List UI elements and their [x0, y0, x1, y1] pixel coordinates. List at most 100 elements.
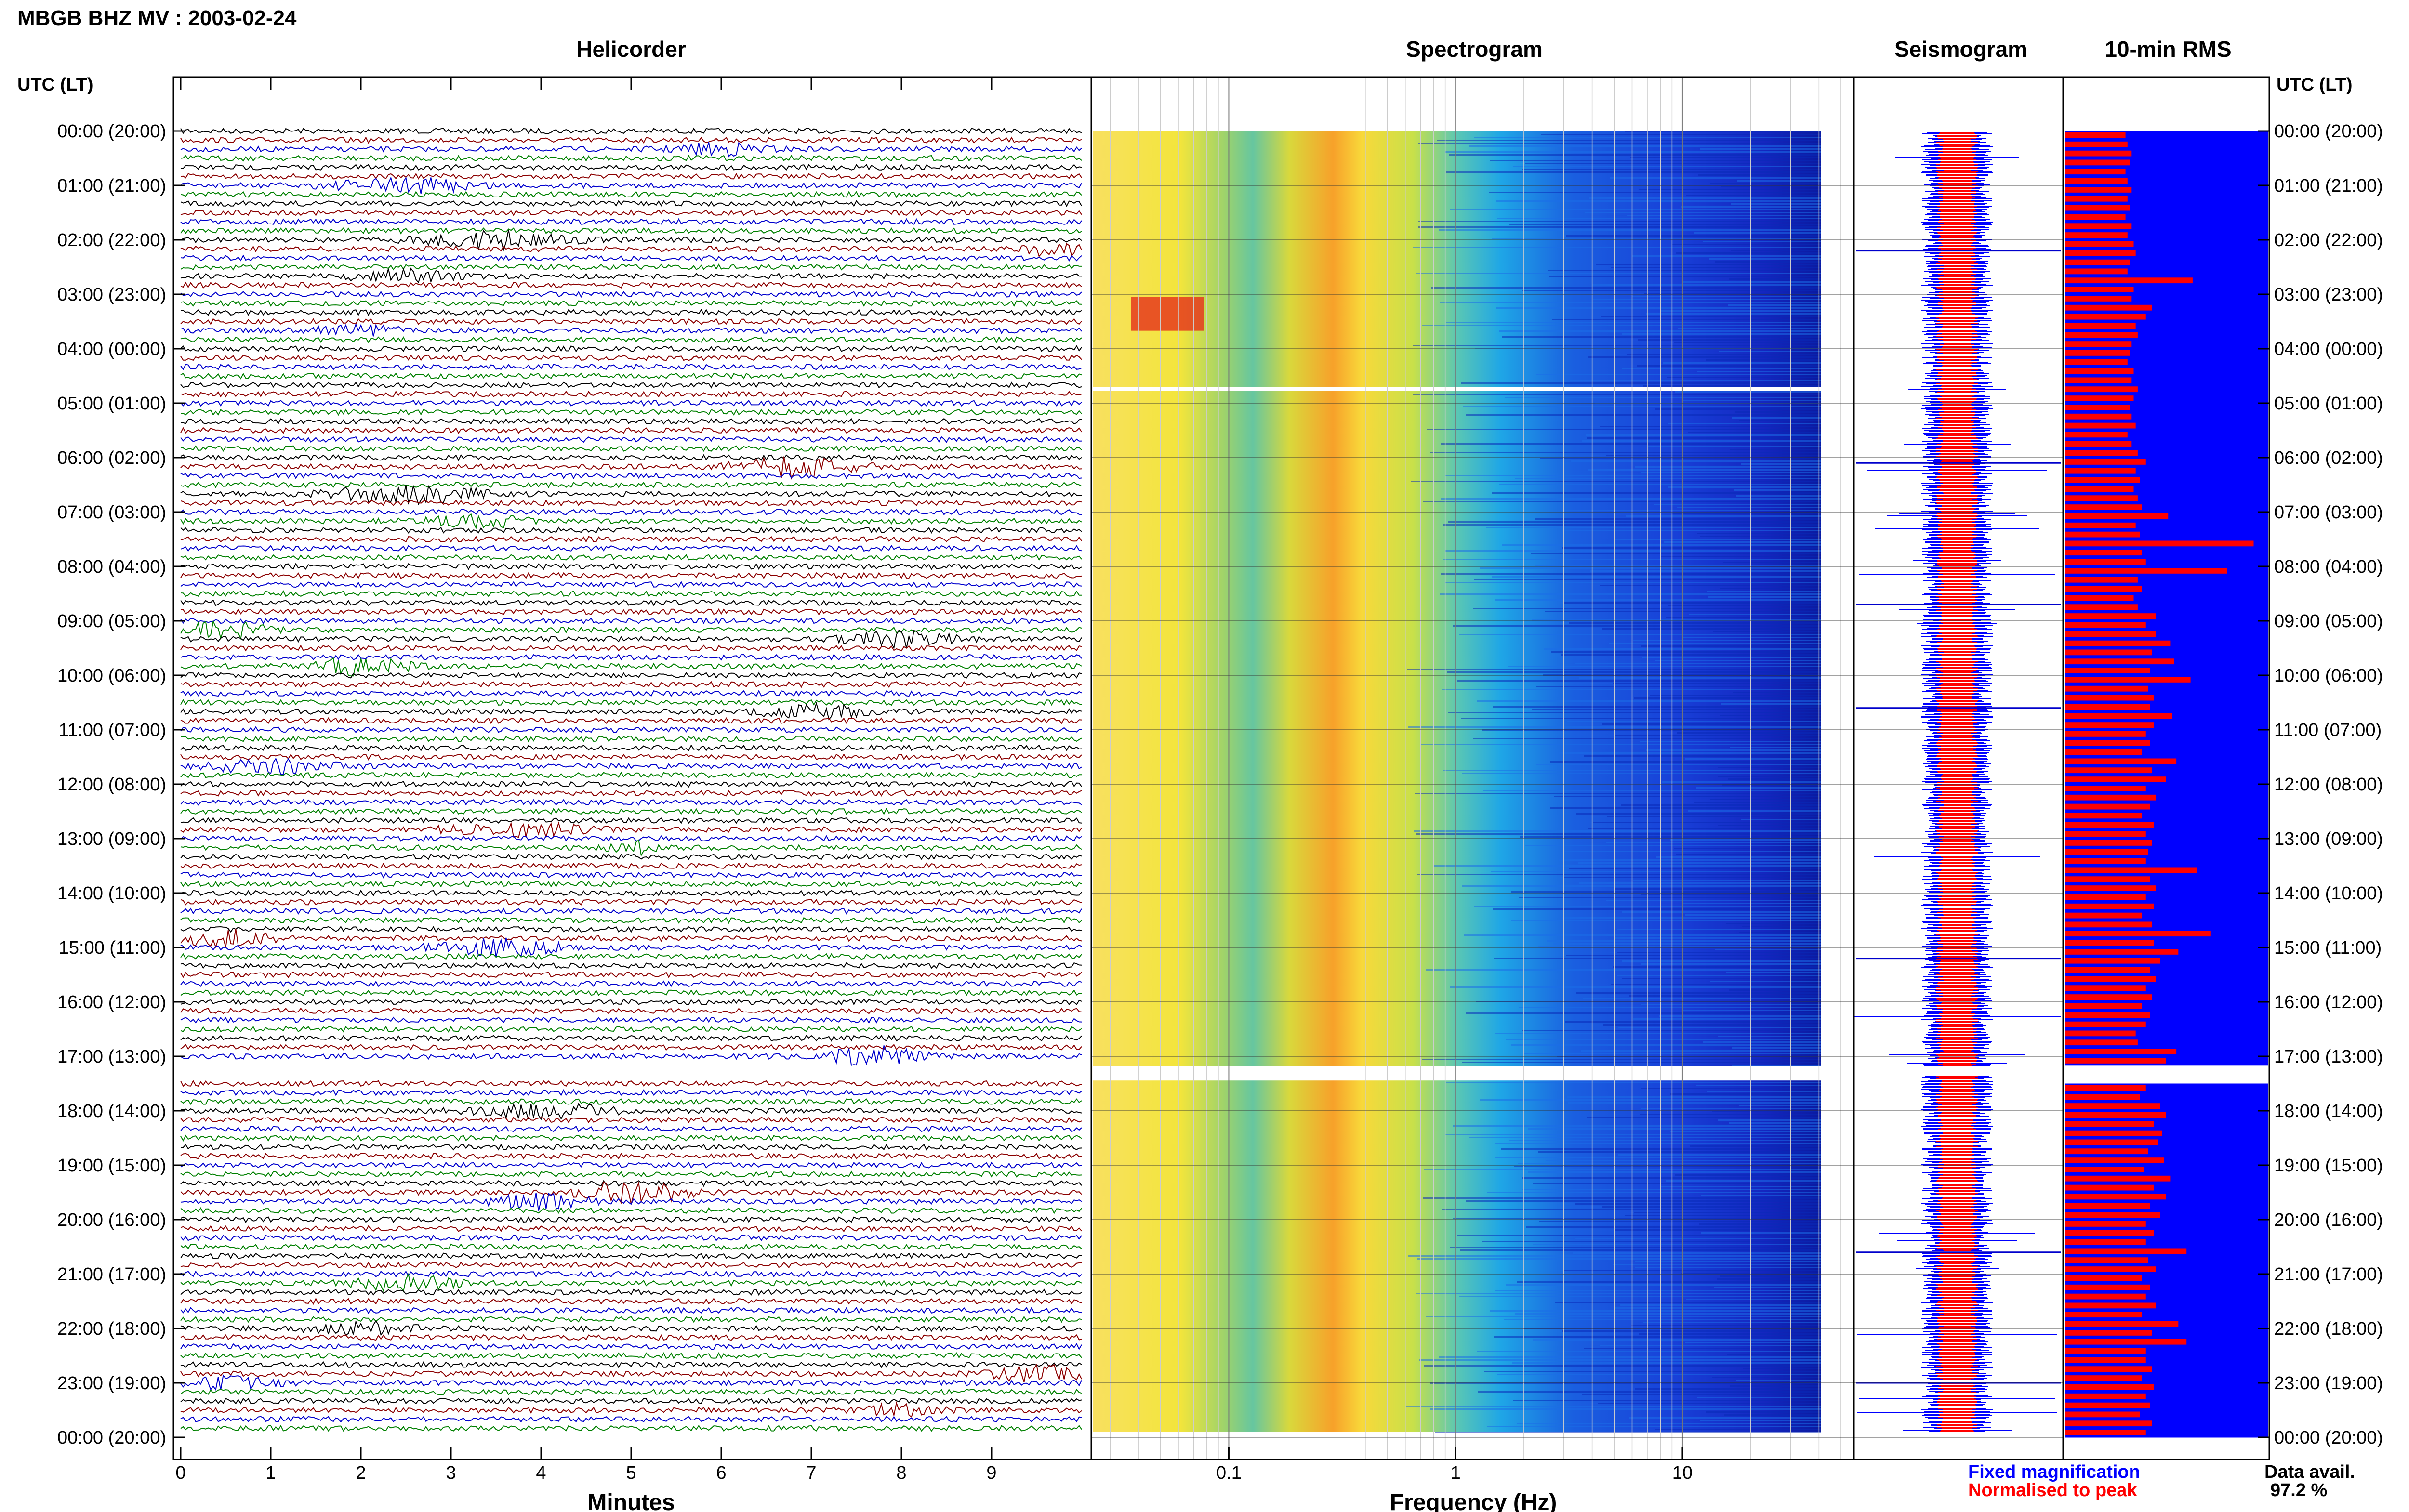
rms-normalised-bar: [2065, 640, 2171, 646]
spectrogram-streak: [1526, 1226, 1821, 1228]
spectrogram-streak: [1433, 865, 1821, 867]
seismogram-panel: [1853, 131, 2061, 1432]
spectrogram-streak: [1453, 1125, 1821, 1127]
spectrogram-streak: [1633, 1018, 1821, 1020]
spectrogram-streak: [1589, 197, 1821, 199]
helicorder-trace: [180, 309, 1082, 316]
rms-normalised-bar: [2065, 1384, 2154, 1390]
helicorder-trace: [180, 1252, 1082, 1260]
spectrogram-streak: [1681, 1273, 1821, 1274]
spectrogram-streak: [1565, 1021, 1821, 1023]
helicorder-trace: [180, 200, 1082, 208]
helicorder-trace: [180, 436, 1082, 443]
rms-normalised-bar: [2065, 1157, 2164, 1163]
spectrogram-streak: [1739, 932, 1821, 933]
spectrogram-streak: [1492, 238, 1821, 239]
rms-normalised-bar: [2065, 377, 2132, 383]
spectrogram-streak: [1655, 408, 1821, 410]
helicorder-trace: [180, 418, 1082, 425]
helicorder-title: Helicorder: [576, 37, 686, 62]
helicorder-trace: [180, 953, 1082, 960]
rms-normalised-bar: [2065, 568, 2227, 574]
spectrogram-streak: [1515, 478, 1821, 479]
spectrogram-streak: [1675, 391, 1821, 393]
spectrogram-streak: [1640, 741, 1821, 742]
spectrogram-streak: [1496, 200, 1821, 202]
hour-label-left: 13:00 (09:00): [57, 829, 166, 849]
rms-normalised-bar: [2065, 304, 2152, 311]
spectrogram-streak: [1422, 325, 1821, 326]
spectrogram-streak: [1643, 1322, 1821, 1323]
spectrogram-streak: [1525, 163, 1821, 164]
helicorder-trace: [180, 654, 1082, 661]
spectrogram-streak: [1731, 203, 1821, 205]
spectrogram-streak: [1697, 1397, 1821, 1398]
spectrogram-streak: [1643, 385, 1821, 387]
rms-normalised-bar: [2065, 196, 2128, 202]
helicorder-trace: [180, 619, 1082, 640]
spectrogram-streak: [1710, 799, 1821, 800]
spectrogram-streak: [1699, 1223, 1821, 1225]
helicorder-trace: [180, 526, 1082, 534]
rms-normalised-bar: [2065, 649, 2152, 656]
page-title: MBGB BHZ MV : 2003-02-24: [17, 6, 297, 30]
spectrogram-streak: [1515, 1313, 1821, 1315]
helicorder-trace: [180, 1374, 1082, 1391]
spectrogram-streak: [1477, 1351, 1821, 1352]
helicorder-trace: [180, 1315, 1082, 1323]
rms-normalised-bar: [2065, 577, 2138, 583]
spectrogram-streak: [1426, 1316, 1821, 1317]
rms-normalised-bar: [2065, 1284, 2150, 1290]
spectrogram-streak: [1600, 426, 1821, 427]
spectrogram-streak: [1696, 787, 1821, 789]
spectrogram-streak: [1593, 299, 1821, 300]
spectrogram-streak: [1546, 1160, 1821, 1161]
spectrogram-streak: [1459, 1296, 1821, 1297]
helicorder-trace: [180, 937, 1082, 958]
spectrogram-streak: [1539, 1221, 1821, 1222]
helicorder-trace: [180, 962, 1082, 969]
spectrogram-streak: [1531, 553, 1821, 554]
spectrogram-streak: [1724, 1414, 1821, 1416]
spectrogram-streak: [1603, 1024, 1821, 1026]
spectrogram-streak: [1513, 1400, 1821, 1401]
rms-normalised-bar: [2065, 622, 2146, 628]
helicorder-trace: [180, 191, 1082, 198]
rms-normalised-bar: [2065, 1366, 2152, 1372]
helicorder-trace: [180, 354, 1082, 362]
spectrogram-streak: [1535, 565, 1821, 566]
spectrogram-streak: [1694, 802, 1821, 803]
spectrogram-streak: [1511, 1044, 1821, 1046]
spectrogram-streak: [1408, 726, 1821, 728]
spectrogram-streak: [1641, 1004, 1821, 1005]
spectrogram-streak: [1708, 596, 1821, 598]
hour-label-left: 03:00 (23:00): [57, 285, 166, 305]
spectrogram-streak: [1575, 1203, 1821, 1205]
rms-normalised-bar: [2065, 794, 2156, 801]
spectrogram-streak: [1720, 1275, 1821, 1277]
spectrogram-streak: [1545, 611, 1821, 612]
rms-normalised-bar: [2065, 803, 2150, 810]
rms-normalised-bar: [2065, 1085, 2146, 1091]
spectrogram-gap-line: [1093, 387, 1821, 391]
rms-normalised-bar: [2065, 921, 2152, 928]
spectrogram-streak: [1723, 562, 1821, 563]
spectrogram-streak: [1495, 1290, 1821, 1291]
helicorder-trace: [180, 290, 1082, 298]
spectrogram-streak: [1703, 241, 1821, 242]
helicorder-trace: [180, 176, 1082, 194]
spectrogram-streak: [1492, 492, 1821, 494]
hour-label-right: 04:00 (00:00): [2274, 339, 2383, 359]
spectrogram-streak: [1720, 588, 1821, 589]
helicorder-trace: [180, 1180, 1082, 1187]
spectrogram-streak: [1732, 417, 1821, 419]
spectrogram-streak: [1587, 437, 1821, 439]
spectrogram-streak: [1682, 1010, 1821, 1011]
spectrogram-streak: [1641, 1088, 1821, 1089]
spectrogram-streak: [1446, 1082, 1821, 1083]
spectrogram-streak: [1413, 394, 1821, 395]
spectrogram-streak: [1635, 1388, 1821, 1390]
helicorder-trace: [180, 1416, 1082, 1423]
helicorder-trace: [180, 998, 1082, 1006]
spectrogram-streak: [1688, 810, 1821, 812]
